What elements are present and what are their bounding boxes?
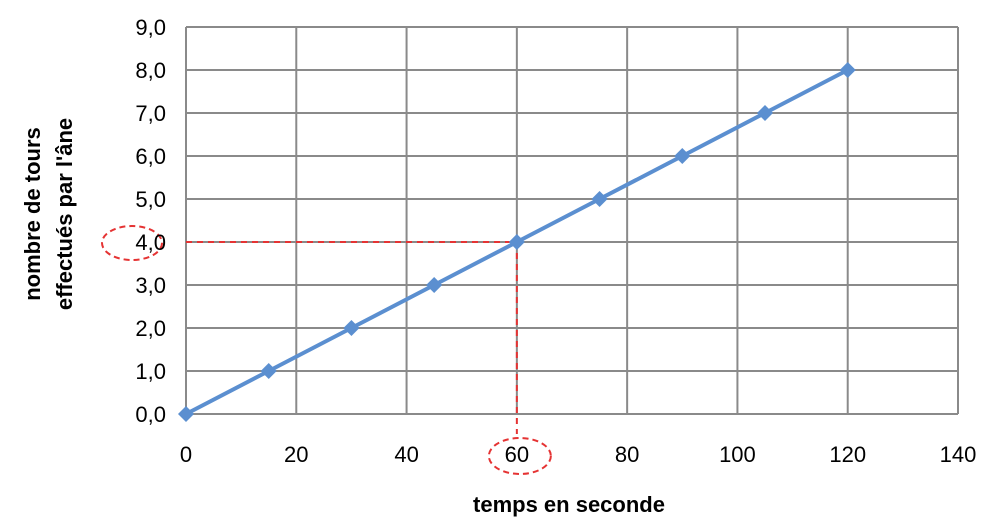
y-axis-label-line-1: nombre de tours — [20, 127, 45, 301]
data-point-marker — [426, 277, 442, 293]
x-axis-label: temps en seconde — [473, 492, 665, 517]
data-point-marker — [178, 406, 194, 422]
x-axis-ticks: 0 20 40 60 80 100 120 140 — [180, 442, 976, 467]
y-tick-label: 5,0 — [135, 187, 166, 212]
y-axis-label-line-2: effectués par l'âne — [52, 118, 77, 310]
data-point-marker — [840, 62, 856, 78]
data-point-marker — [674, 148, 690, 164]
x-tick-label: 120 — [829, 442, 866, 467]
x-tick-label: 140 — [940, 442, 977, 467]
y-tick-label: 3,0 — [135, 273, 166, 298]
y-tick-label: 8,0 — [135, 58, 166, 83]
y-axis-ticks: 0,0 1,0 2,0 3,0 4,0 5,0 6,0 7,0 8,0 9,0 — [135, 15, 166, 427]
x-tick-label: 20 — [284, 442, 308, 467]
y-tick-label: 1,0 — [135, 359, 166, 384]
y-tick-label: 7,0 — [135, 101, 166, 126]
x-tick-label: 80 — [615, 442, 639, 467]
x-tick-label: 100 — [719, 442, 756, 467]
y-tick-label: 4,0 — [135, 230, 166, 255]
y-tick-label: 9,0 — [135, 15, 166, 40]
x-tick-label: 60 — [505, 442, 529, 467]
y-tick-label: 6,0 — [135, 144, 166, 169]
annotation-guides — [102, 226, 551, 474]
data-point-marker — [509, 234, 525, 250]
data-point-marker — [757, 105, 773, 121]
x-tick-label: 40 — [394, 442, 418, 467]
x-tick-label: 0 — [180, 442, 192, 467]
y-tick-label: 0,0 — [135, 402, 166, 427]
data-point-marker — [261, 363, 277, 379]
data-point-marker — [592, 191, 608, 207]
data-point-marker — [343, 320, 359, 336]
y-tick-label: 2,0 — [135, 316, 166, 341]
